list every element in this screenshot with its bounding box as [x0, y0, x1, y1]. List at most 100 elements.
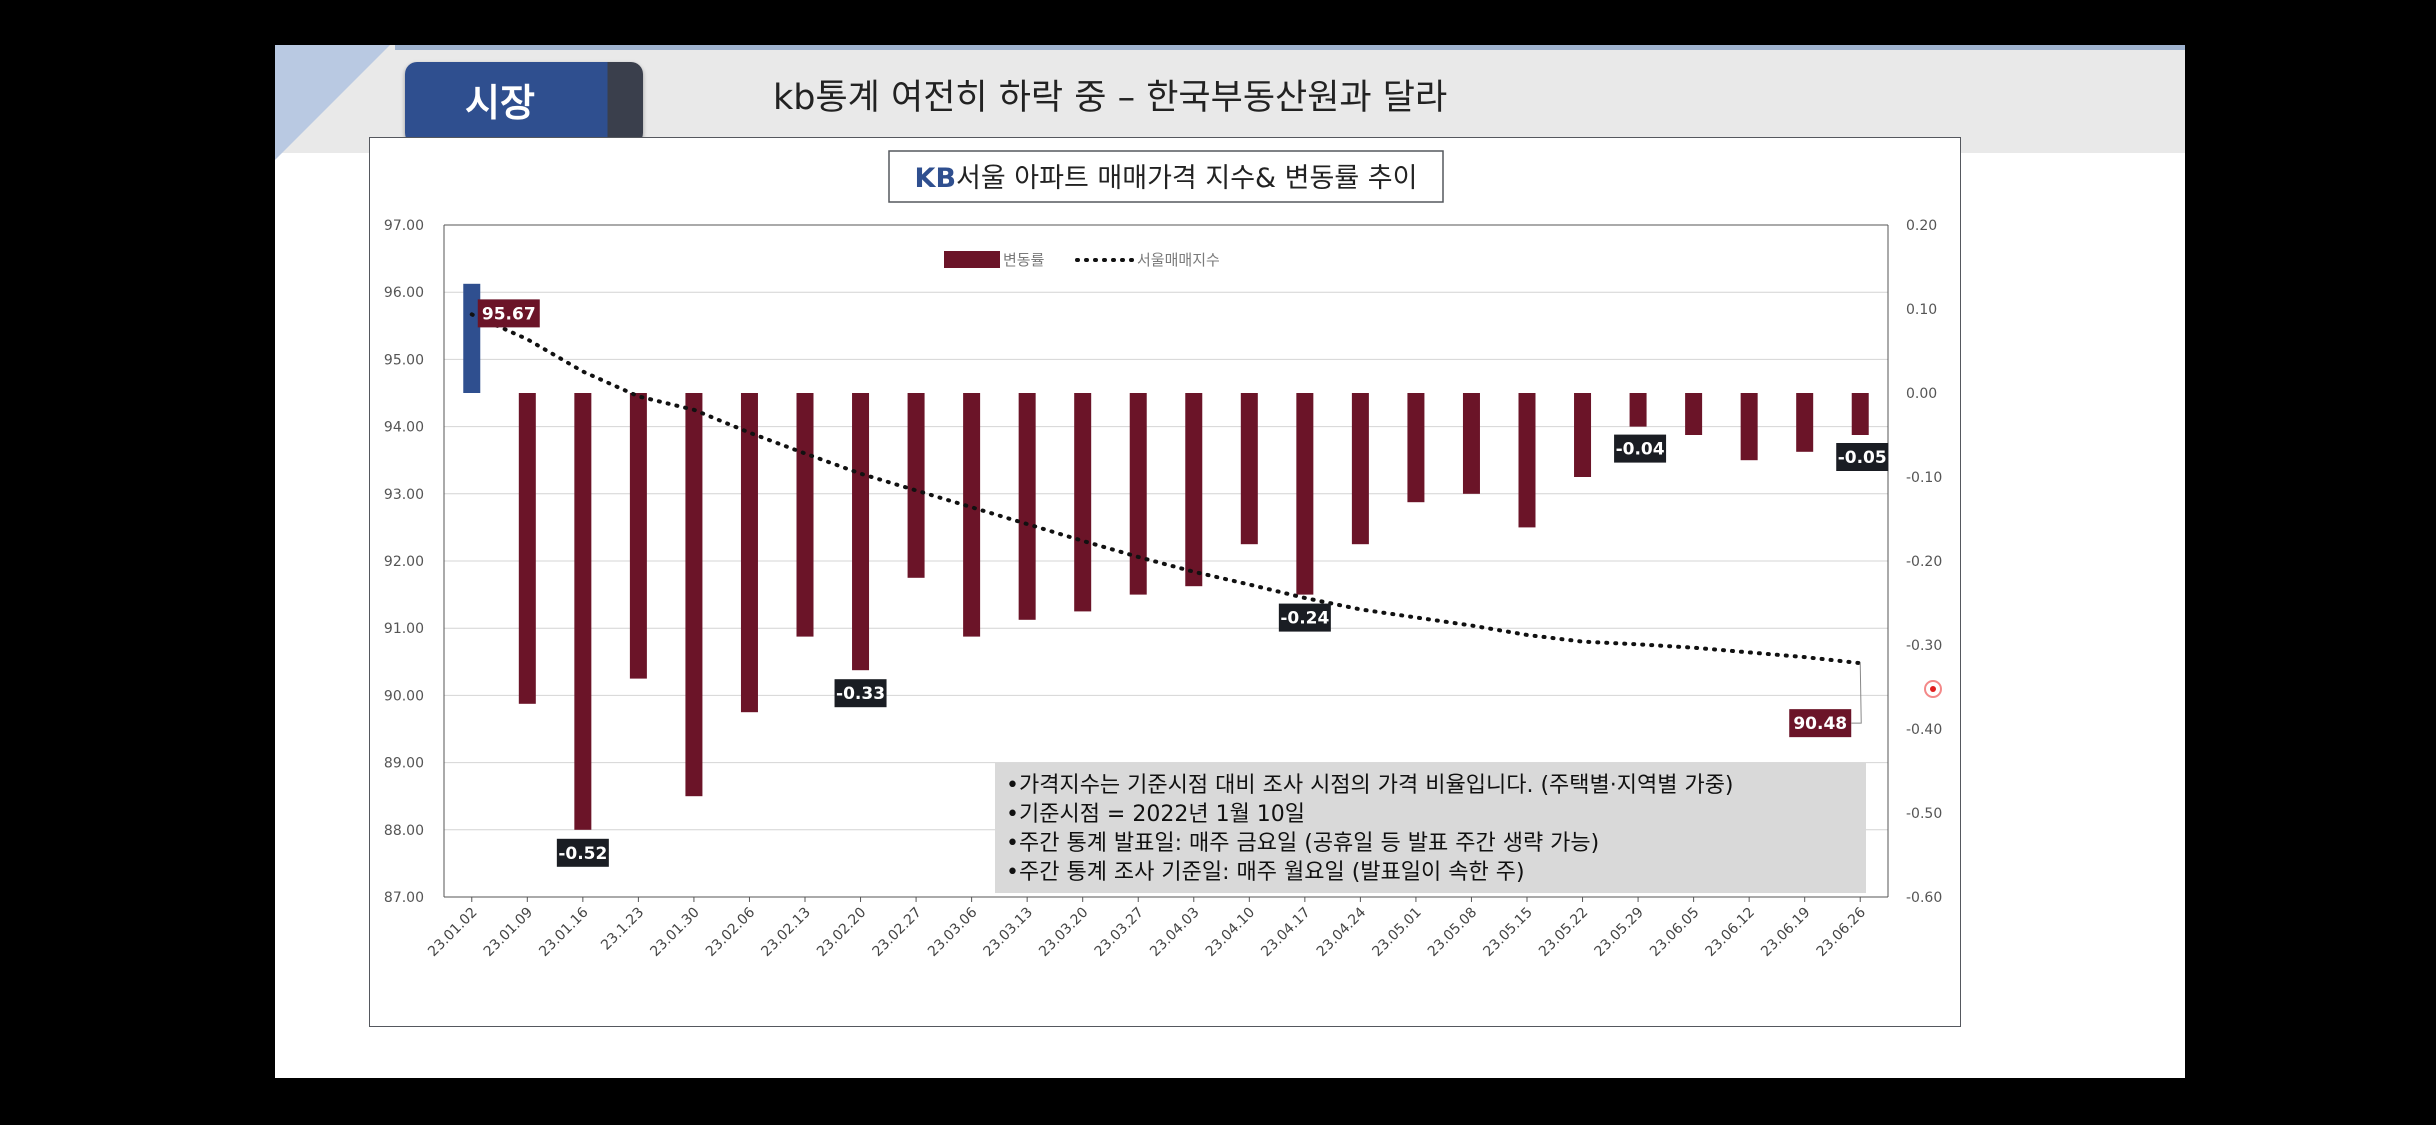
bar — [1574, 393, 1592, 477]
bar — [1296, 393, 1314, 595]
y-right-tick-label: -0.60 — [1906, 890, 1942, 906]
bar — [1851, 393, 1869, 435]
x-tick-label: 23.01.16 — [536, 904, 591, 959]
chart-title-border — [888, 150, 1444, 203]
note-line-1: •가격지수는 기준시점 대비 조사 시점의 가격 비율입니다. (주택별·지역별… — [1006, 773, 1734, 798]
y-left-tick-label: 95.00 — [384, 352, 424, 368]
x-tick-label: 23.05.29 — [1592, 905, 1647, 960]
x-tick-label: 23.04.24 — [1314, 904, 1369, 959]
y-right-tick-label: -0.10 — [1906, 470, 1942, 486]
y-right-tick-label: 0.10 — [1906, 302, 1937, 318]
x-tick-label: 23.02.06 — [703, 904, 758, 959]
data-labels: 95.67 90.48 -0.52 -0.33 -0.24 -0.04 -0.05 — [477, 299, 1889, 867]
y-right-tick-label: -0.50 — [1906, 806, 1942, 822]
data-label-box — [1278, 603, 1331, 632]
data-label: -0.04 — [1616, 440, 1665, 460]
y-left-tick-label: 96.00 — [384, 285, 424, 301]
y-left-tick-label: 92.00 — [384, 554, 424, 570]
y-right-tick-label: -0.30 — [1906, 638, 1942, 654]
x-tick-label: 23.05.08 — [1425, 905, 1480, 960]
bar — [1185, 393, 1203, 587]
y-right-tick-label: -0.20 — [1906, 554, 1942, 570]
y-left-tick-label: 94.00 — [384, 420, 424, 436]
data-label: 95.67 — [482, 304, 536, 324]
x-tick-label: 23.03.06 — [925, 904, 980, 959]
bar — [518, 393, 536, 704]
x-tick-label: 23.01.02 — [425, 905, 480, 960]
cursor-indicator — [1924, 680, 1942, 698]
bar — [1351, 393, 1369, 545]
data-label-box — [1614, 434, 1667, 463]
bar — [907, 393, 925, 578]
chart-title: KB서울 아파트 매매가격 지수& 변동률 추이 — [915, 163, 1418, 194]
y-right-tick-label: 0.00 — [1906, 386, 1937, 402]
slide-top-accent-line — [395, 45, 2185, 50]
y-left-tick-label: 91.00 — [384, 621, 424, 637]
bar — [963, 393, 981, 637]
y-left-tick-label: 90.00 — [384, 688, 424, 704]
data-label-box — [477, 299, 540, 328]
chart-title-main: 서울 아파트 매매가격 지수& 변동률 추이 — [956, 163, 1417, 194]
bar — [1240, 393, 1258, 545]
x-tick-label: 23.06.26 — [1814, 904, 1869, 959]
x-tick-label: 23.06.19 — [1758, 905, 1813, 960]
x-tick-label: 23.03.20 — [1036, 905, 1091, 960]
note-line-4: •주간 통계 조사 기준일: 매주 월요일 (발표일이 속한 주) — [1006, 860, 1525, 885]
line-layer — [469, 312, 1863, 666]
x-tick-label: 23.02.13 — [758, 905, 813, 960]
data-label: -0.33 — [836, 684, 885, 704]
bar — [740, 393, 758, 713]
bar — [1018, 393, 1036, 620]
section-badge: 시장 — [405, 62, 643, 145]
x-tick-label: 23.03.13 — [981, 905, 1036, 960]
legend-label-line: 서울매매지수 — [1137, 251, 1220, 269]
index-line — [469, 312, 1863, 666]
data-label-box — [556, 838, 609, 867]
bar — [1685, 393, 1703, 435]
bar — [1740, 393, 1758, 461]
x-tick-label: 23.05.01 — [1369, 905, 1424, 960]
data-label: -0.24 — [1280, 609, 1329, 629]
data-label: -0.52 — [558, 844, 607, 864]
x-tick-label: 23.01.30 — [647, 905, 702, 960]
x-tick-label: 23.04.17 — [1258, 905, 1313, 960]
bars-layer — [463, 283, 1869, 830]
x-tick-label: 23.04.10 — [1203, 905, 1258, 960]
x-tick-label: 23.01.09 — [481, 905, 536, 960]
bar — [463, 283, 481, 393]
x-tick-label: 23.05.15 — [1480, 905, 1535, 960]
x-tick-label: 23.1.23 — [598, 905, 647, 954]
bar — [685, 393, 703, 797]
y-right-tick-label: 0.20 — [1906, 218, 1937, 234]
bar — [852, 393, 870, 671]
data-label: 90.48 — [1793, 714, 1847, 734]
data-label: -0.05 — [1838, 448, 1887, 468]
data-label-box — [1789, 709, 1852, 738]
x-tick-label: 23.04.03 — [1147, 905, 1202, 960]
note-line-2: •기준시점 = 2022년 1월 10일 — [1006, 802, 1305, 827]
y-left-tick-label: 88.00 — [384, 823, 424, 839]
bar — [1796, 393, 1814, 452]
y-left-tick-label: 97.00 — [384, 218, 424, 234]
legend-swatch-bar — [944, 251, 1000, 268]
bar — [1129, 393, 1147, 595]
data-label-leader — [1851, 663, 1862, 724]
bar — [1518, 393, 1536, 528]
x-tick-label: 23.06.05 — [1647, 905, 1702, 960]
y-left-tick-label: 87.00 — [384, 890, 424, 906]
legend-label-bar: 변동률 — [1003, 251, 1045, 269]
bar — [1407, 393, 1425, 503]
chart-title-box: KB서울 아파트 매매가격 지수& 변동률 추이 — [888, 150, 1444, 203]
bar — [1629, 393, 1647, 427]
x-tick-label: 23.02.27 — [870, 905, 925, 960]
slide-title: kb통계 여전히 하락 중 – 한국부동산원과 달라 — [773, 78, 1448, 118]
note-line-3: •주간 통계 발표일: 매주 금요일 (공휴일 등 발표 주간 생략 가능) — [1006, 831, 1599, 856]
data-label-box — [1836, 443, 1889, 471]
x-tick-label: 23.02.20 — [814, 905, 869, 960]
bar — [796, 393, 814, 637]
bar — [629, 393, 647, 679]
bar — [1462, 393, 1480, 494]
x-tick-label: 23.05.22 — [1536, 905, 1591, 960]
